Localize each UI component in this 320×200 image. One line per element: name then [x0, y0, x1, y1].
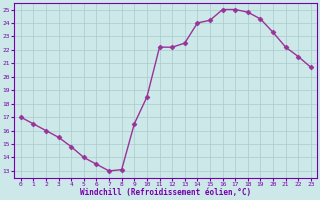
X-axis label: Windchill (Refroidissement éolien,°C): Windchill (Refroidissement éolien,°C) [80, 188, 252, 197]
